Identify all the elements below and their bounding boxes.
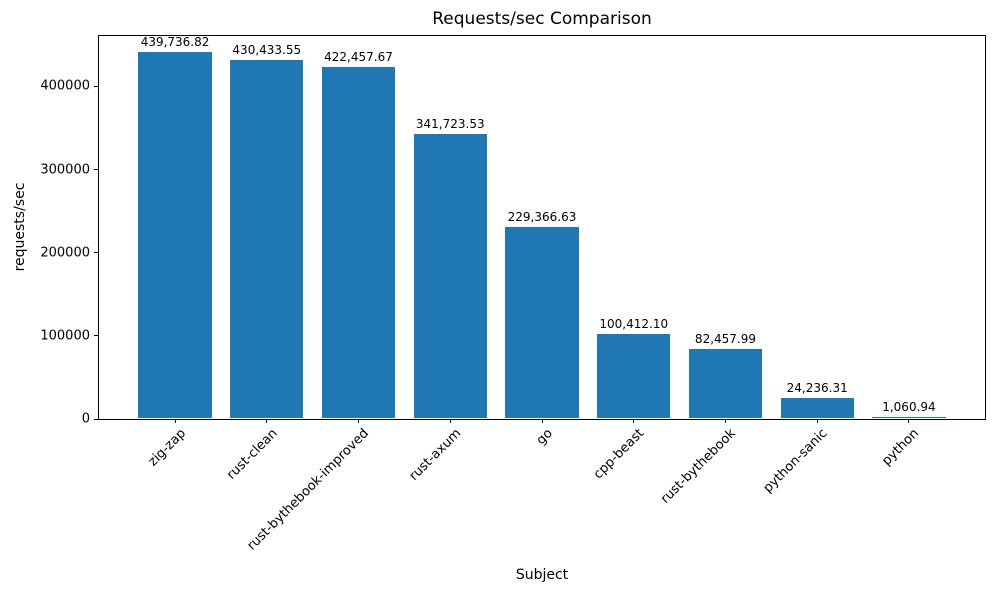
x-tick-label: python-sanic — [760, 426, 831, 496]
x-tick-label: rust-axum — [406, 426, 464, 484]
x-tick-label: cpp-beast — [591, 426, 648, 483]
bar-value-label: 100,412.10 — [599, 317, 669, 332]
bar-rust-bythebook-improved — [321, 66, 396, 418]
y-tick-label: 100000 — [40, 328, 90, 344]
bar-value-label: 439,736.82 — [140, 35, 210, 50]
bar-cpp-beast — [597, 334, 671, 418]
x-tick-label: go — [533, 426, 556, 449]
bar-rust-clean — [230, 60, 304, 418]
bar-value-label: 422,457.67 — [324, 49, 393, 64]
bar-zig-zap — [138, 52, 212, 418]
x-tick-mark — [724, 419, 726, 423]
x-tick-mark — [358, 419, 360, 423]
bar-value-label: 341,723.53 — [415, 116, 485, 131]
bar-value-label: 229,366.63 — [507, 210, 577, 225]
bar-rust-axum — [413, 133, 487, 418]
y-tick-label: 0 — [81, 411, 90, 427]
bar-python-sanic — [780, 397, 854, 418]
y-tick-label: 400000 — [40, 78, 90, 94]
x-tick-mark — [266, 419, 268, 423]
bar-value-label: 82,457.99 — [694, 332, 757, 347]
x-tick-mark — [908, 419, 910, 423]
x-axis-label: Subject — [515, 567, 569, 583]
x-tick-label: python — [879, 426, 923, 469]
bar-python — [872, 417, 946, 418]
x-tick-mark — [449, 419, 451, 423]
y-tick-mark — [94, 85, 98, 87]
x-tick-mark — [633, 419, 635, 423]
x-tick-label: rust-clean — [223, 426, 281, 483]
y-tick-mark — [94, 169, 98, 170]
bar-rust-bythebook — [688, 349, 763, 418]
x-tick-label: zig-zap — [145, 426, 189, 470]
x-tick-mark — [541, 419, 543, 423]
y-tick-mark — [94, 335, 98, 337]
x-tick-label: rust-bythebook — [658, 426, 740, 507]
bar-go — [505, 227, 579, 418]
y-tick-mark — [94, 252, 98, 254]
bar-value-label: 1,060.94 — [882, 400, 936, 414]
bar-value-label: 430,433.55 — [232, 43, 302, 58]
y-tick-mark — [94, 418, 98, 420]
y-axis-label: requests/sec — [12, 182, 28, 272]
y-tick-label: 300000 — [40, 162, 90, 177]
x-tick-mark — [174, 419, 176, 423]
x-tick-mark — [816, 419, 818, 423]
chart-title: Requests/sec Comparison — [432, 9, 652, 29]
bar-value-label: 24,236.31 — [786, 380, 848, 395]
y-tick-label: 200000 — [40, 245, 90, 261]
